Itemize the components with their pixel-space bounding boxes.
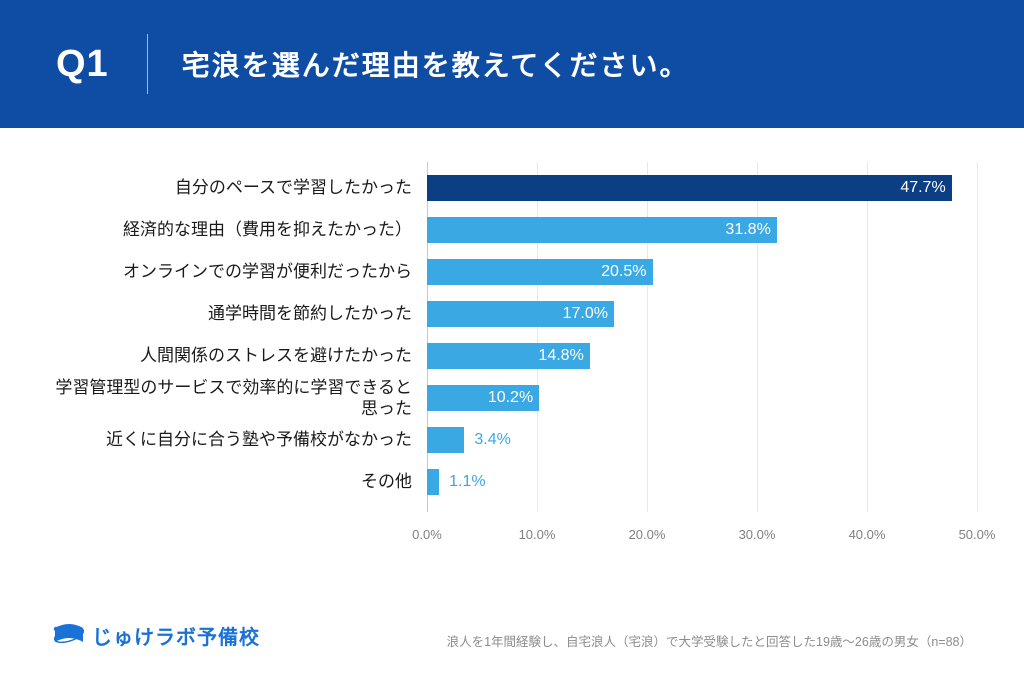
bar-value: 10.2% bbox=[488, 389, 533, 407]
bar-value: 14.8% bbox=[538, 347, 583, 365]
bar-value: 31.8% bbox=[725, 221, 770, 239]
header-divider bbox=[147, 34, 148, 94]
bar-label: 人間関係のストレスを避けたかった bbox=[42, 345, 412, 366]
chart-container: 0.0% 10.0% 20.0% 30.0% 40.0% 50.0% 自分のペースで学習し… bbox=[0, 128, 1024, 586]
chart-row: 自分のペースで学習したかった47.7% bbox=[52, 168, 972, 208]
chart-row: 近くに自分に合う塾や予備校がなかった3.4% bbox=[52, 420, 972, 460]
bar bbox=[427, 427, 464, 453]
question-title: 宅浪を選んだ理由を教えてください。 bbox=[182, 44, 690, 84]
chart-row: 経済的な理由（費用を抑えたかった）31.8% bbox=[52, 210, 972, 250]
bar bbox=[427, 469, 439, 495]
bar-value: 47.7% bbox=[900, 179, 945, 197]
logo: じゅけラボ予備校 bbox=[52, 620, 260, 650]
bar-label: 通学時間を節約したかった bbox=[42, 303, 412, 324]
bar-value: 3.4% bbox=[474, 431, 510, 449]
bar-chart: 0.0%10.0%20.0%30.0%40.0%50.0% 自分のペースで学習し… bbox=[52, 156, 972, 586]
bar-label: オンラインでの学習が便利だったから bbox=[42, 261, 412, 282]
bar-label: 経済的な理由（費用を抑えたかった） bbox=[42, 219, 412, 240]
chart-row: その他1.1% bbox=[52, 462, 972, 502]
x-tick-label: 40.0% bbox=[849, 527, 886, 542]
bar-label: 近くに自分に合う塾や予備校がなかった bbox=[42, 429, 412, 450]
bar: 20.5% bbox=[427, 259, 653, 285]
header: Q1 宅浪を選んだ理由を教えてください。 bbox=[0, 0, 1024, 128]
bar-label: その他 bbox=[42, 471, 412, 492]
x-tick-label: 30.0% bbox=[739, 527, 776, 542]
bar: 17.0% bbox=[427, 301, 614, 327]
bar: 10.2% bbox=[427, 385, 539, 411]
logo-icon bbox=[52, 620, 86, 650]
x-tick-label: 50.0% bbox=[959, 527, 996, 542]
x-tick-label: 20.0% bbox=[629, 527, 666, 542]
x-tick-label: 10.0% bbox=[519, 527, 556, 542]
bar: 47.7% bbox=[427, 175, 952, 201]
footer-note: 浪人を1年間経験し、自宅浪人（宅浪）で大学受験したと回答した19歳～26歳の男女… bbox=[447, 631, 972, 650]
question-number: Q1 bbox=[56, 43, 109, 86]
bar: 31.8% bbox=[427, 217, 777, 243]
bar-value: 1.1% bbox=[449, 473, 485, 491]
logo-text: じゅけラボ予備校 bbox=[92, 621, 260, 650]
grid-line bbox=[977, 162, 978, 512]
chart-row: 学習管理型のサービスで効率的に学習できると思った10.2% bbox=[52, 378, 972, 418]
bar: 14.8% bbox=[427, 343, 590, 369]
bar-value: 20.5% bbox=[601, 263, 646, 281]
bar-value: 17.0% bbox=[563, 305, 608, 323]
chart-row: オンラインでの学習が便利だったから20.5% bbox=[52, 252, 972, 292]
chart-row: 人間関係のストレスを避けたかった14.8% bbox=[52, 336, 972, 376]
bar-label: 学習管理型のサービスで効率的に学習できると思った bbox=[42, 377, 412, 420]
bar-label: 自分のペースで学習したかった bbox=[42, 177, 412, 198]
x-tick-label: 0.0% bbox=[412, 527, 442, 542]
chart-row: 通学時間を節約したかった17.0% bbox=[52, 294, 972, 334]
footer: じゅけラボ予備校 浪人を1年間経験し、自宅浪人（宅浪）で大学受験したと回答した1… bbox=[52, 620, 972, 650]
